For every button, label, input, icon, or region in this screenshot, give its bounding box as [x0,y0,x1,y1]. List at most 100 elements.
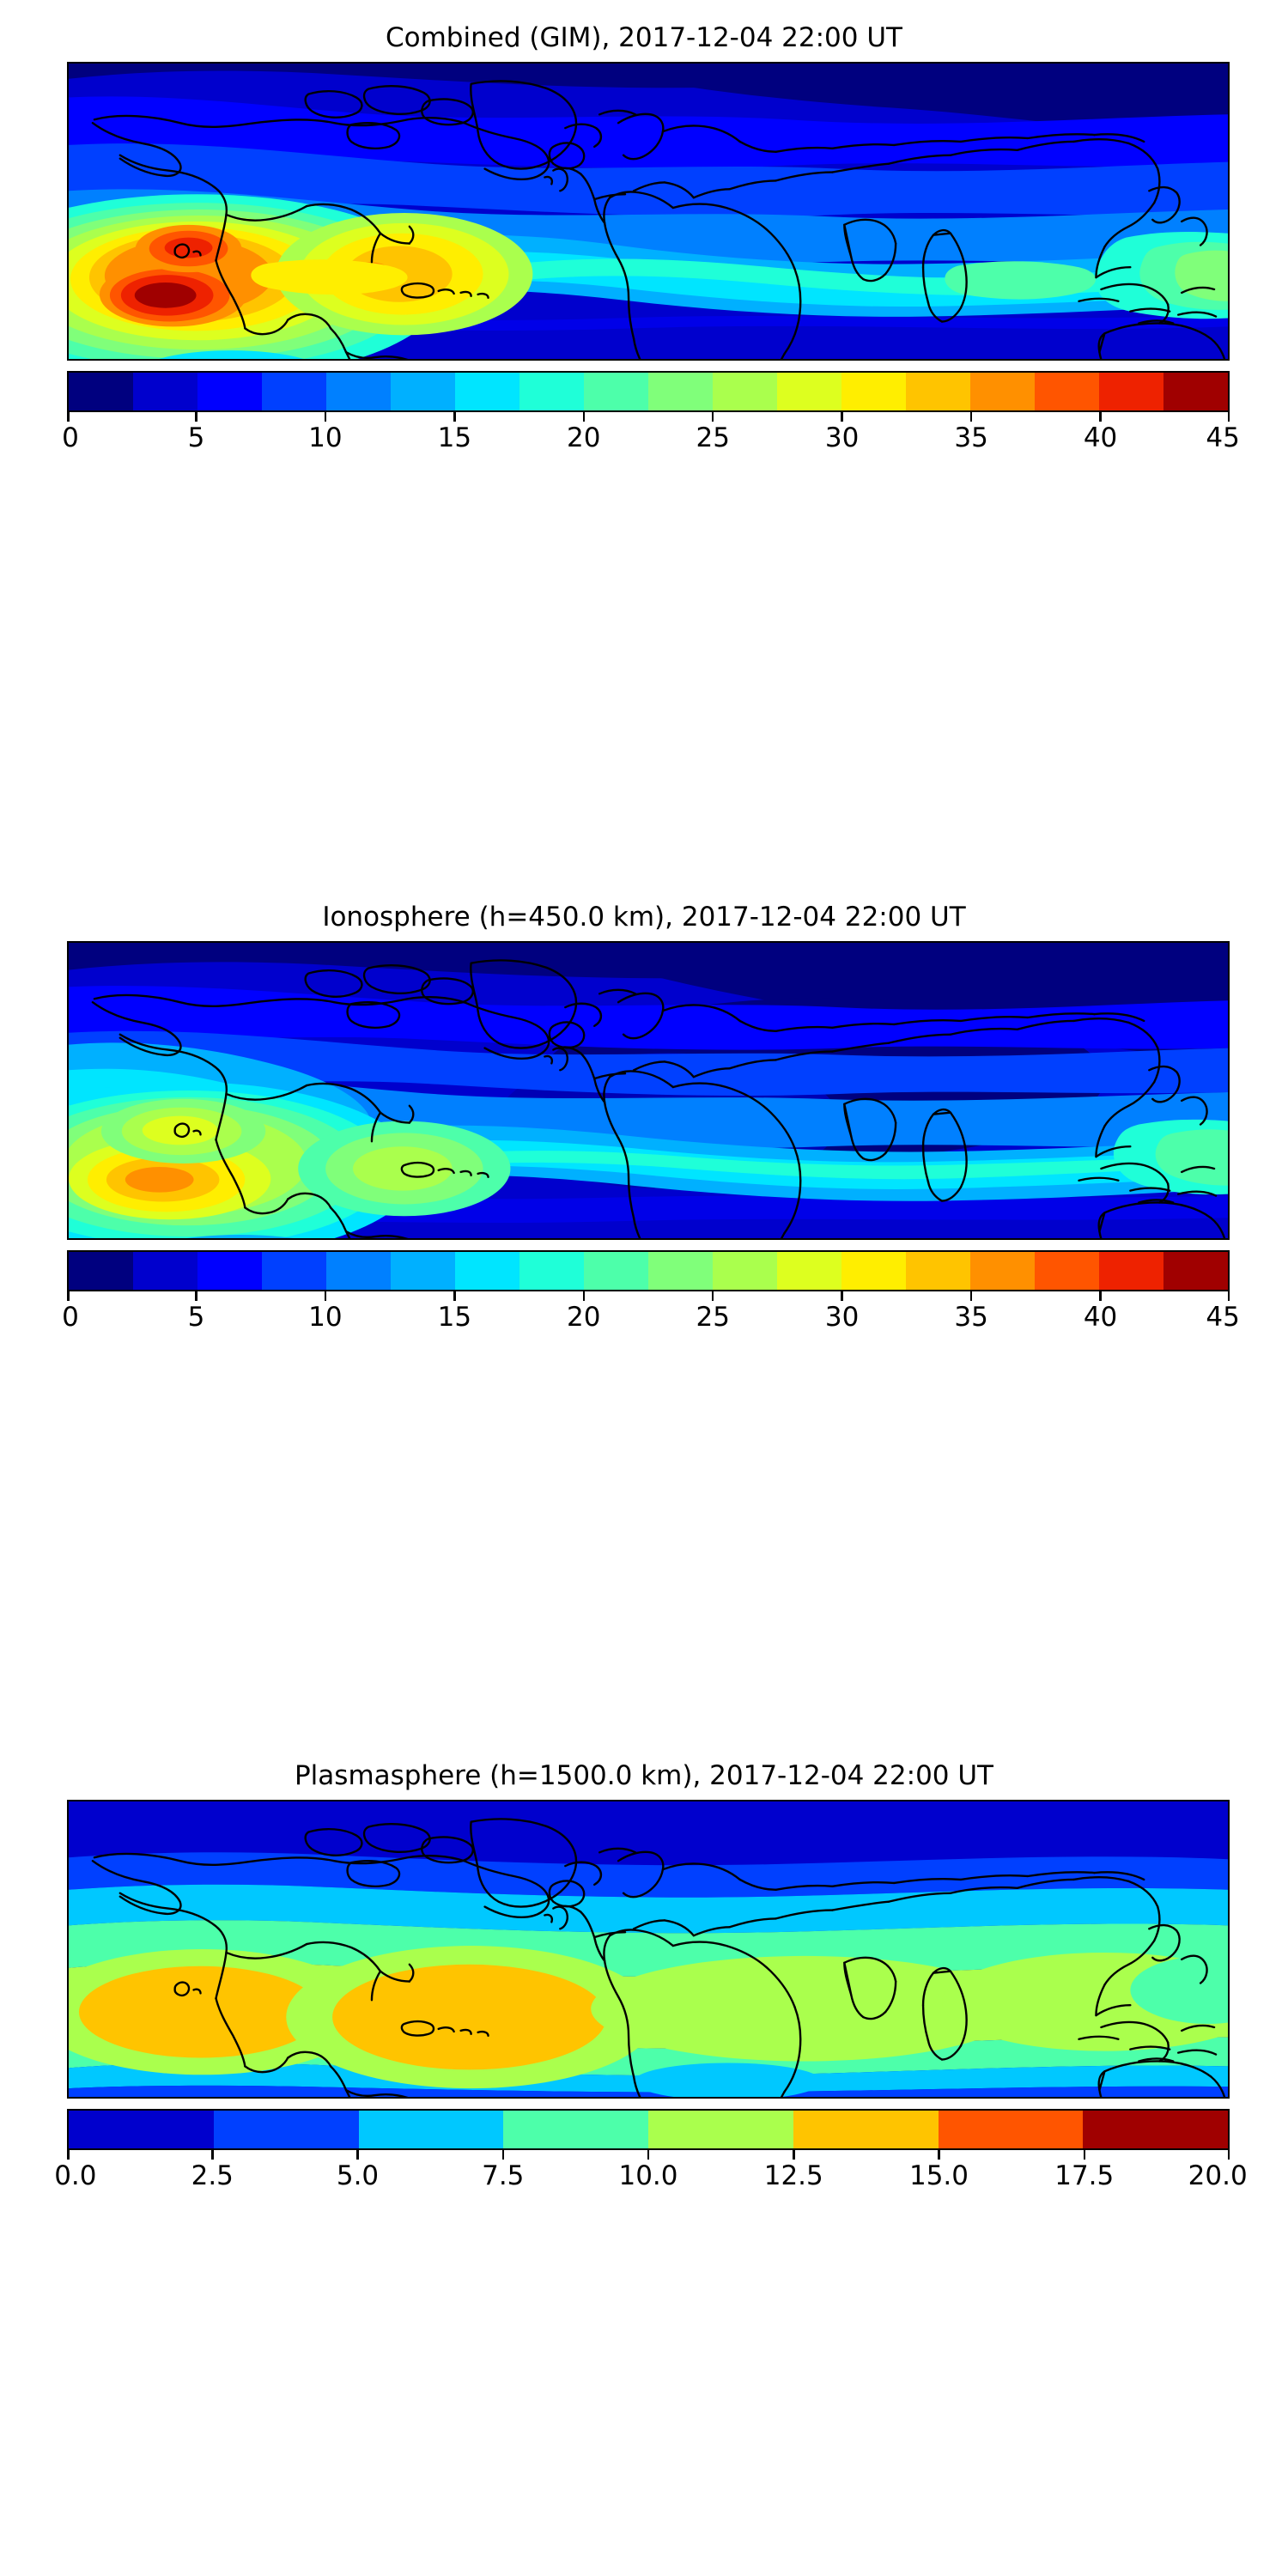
colorbar-band [777,1252,841,1290]
colorbar-band [1099,373,1163,410]
colorbar-tick [938,2150,940,2160]
colorbar-band [970,1252,1035,1290]
colorbar-band [1163,1252,1228,1290]
colorbar-band [133,373,197,410]
colorbar-tick-label: 2.5 [191,2160,234,2191]
colorbar-band [648,2111,793,2148]
colorbar-band [326,1252,391,1290]
colorbar-tick-label: 35 [954,422,988,453]
colorbar-tick [453,412,456,422]
colorbar-tick-label: 25 [696,422,730,453]
colorbar-band [906,1252,970,1290]
colorbar-gradient-combined [67,371,1230,412]
colorbar-ionosphere: 0 5 10 15 20 25 30 35 40 45 [62,1250,1240,1353]
colorbar-tick [1099,1291,1102,1301]
colorbar-tick-label: 45 [1206,422,1240,453]
colorbar-band [1035,1252,1099,1290]
colorbar-tick [67,1291,70,1301]
colorbar-band [713,373,777,410]
colorbar-tick-label: 25 [696,1302,730,1333]
map-combined-gim [67,62,1230,361]
colorbar-band [584,1252,648,1290]
colorbar-tick-label: 10.0 [618,2160,678,2191]
colorbar-tick [711,412,714,422]
colorbar-tick [67,2150,70,2160]
colorbar-tick [793,2150,795,2160]
colorbar-tick [1227,2150,1230,2160]
colorbar-tick-label: 12.5 [763,2160,823,2191]
colorbar-band [841,373,906,410]
colorbar-tick [1083,2150,1085,2160]
map-ionosphere [67,941,1230,1240]
colorbar-tick [1099,412,1102,422]
colorbar-tick-label: 15.0 [908,2160,969,2191]
colorbar-band [69,1252,133,1290]
colorbar-tick-label: 5 [187,1302,205,1333]
colorbar-band [713,1252,777,1290]
colorbar-tick [453,1291,456,1301]
colorbar-tick-label: 20.0 [1188,2160,1248,2191]
panel-title-ionosphere: Ionosphere (h=450.0 km), 2017-12-04 22:0… [322,902,966,933]
colorbar-band [648,373,713,410]
colorbar-gradient-plasmasphere [67,2109,1230,2150]
colorbar-tick [195,1291,197,1301]
colorbar-tick [1227,1291,1230,1301]
colorbar-band [519,373,584,410]
colorbar-tick [841,412,843,422]
colorbar-tick [211,2150,214,2160]
colorbar-band [1035,373,1099,410]
colorbar-tick-label: 40 [1083,422,1118,453]
colorbar-tick-label: 0 [62,1302,79,1333]
colorbar-band [455,373,519,410]
colorbar-gradient-ionosphere [67,1250,1230,1291]
colorbar-labels-ionosphere: 0 5 10 15 20 25 30 35 40 45 [62,1302,1240,1340]
colorbar-band [213,2111,359,2148]
colorbar-tick-label: 20 [567,1302,601,1333]
colorbar-tick [582,412,586,422]
colorbar-tick [1227,412,1230,422]
colorbar-band [584,373,648,410]
colorbar-tick [969,412,973,422]
colorbar-band [358,2111,504,2148]
colorbar-tick-label: 20 [567,422,601,453]
colorbar-tick-label: 0.0 [54,2160,97,2191]
colorbar-ticks-ionosphere [67,1291,1230,1302]
colorbar-band [197,373,262,410]
colorbar-tick-label: 45 [1206,1302,1240,1333]
colorbar-tick [356,2150,359,2160]
colorbar-tick-label: 7.5 [482,2160,525,2191]
panel-title-plasmasphere: Plasmasphere (h=1500.0 km), 2017-12-04 2… [294,1760,993,1791]
colorbar-band [777,373,841,410]
colorbar-band [69,2111,214,2148]
colorbar-tick-label: 5.0 [336,2160,380,2191]
colorbar-combined: 0 5 10 15 20 25 30 35 40 45 [62,371,1240,474]
colorbar-plasmasphere: 0.0 2.5 5.0 7.5 10.0 12.5 15.0 17.5 20.0 [54,2109,1248,2212]
colorbar-tick-label: 35 [954,1302,988,1333]
colorbar-band [793,2111,939,2148]
colorbar-tick-label: 15 [437,1302,472,1333]
colorbar-tick [711,1291,714,1301]
panel-title-combined: Combined (GIM), 2017-12-04 22:00 UT [386,22,902,53]
colorbar-tick [324,1291,327,1301]
colorbar-ticks-plasmasphere [67,2150,1230,2160]
map-plasmasphere [67,1800,1230,2099]
colorbar-tick-label: 0 [62,422,79,453]
colorbar-tick [647,2150,650,2160]
colorbar-tick [67,412,70,422]
colorbar-labels-plasmasphere: 0.0 2.5 5.0 7.5 10.0 12.5 15.0 17.5 20.0 [54,2160,1248,2198]
colorbar-tick-label: 10 [308,1302,343,1333]
map-canvas-plasmasphere [69,1801,1228,2097]
colorbar-band [970,373,1035,410]
colorbar-tick-label: 40 [1083,1302,1118,1333]
colorbar-tick [969,1291,973,1301]
colorbar-tick-label: 10 [308,422,343,453]
colorbar-tick-label: 30 [824,422,860,453]
colorbar-band [938,2111,1084,2148]
colorbar-band [391,373,455,410]
colorbar-tick [195,412,197,422]
colorbar-band [1083,2111,1228,2148]
colorbar-band [503,2111,648,2148]
map-canvas-ionosphere [69,943,1228,1238]
colorbar-band [197,1252,262,1290]
